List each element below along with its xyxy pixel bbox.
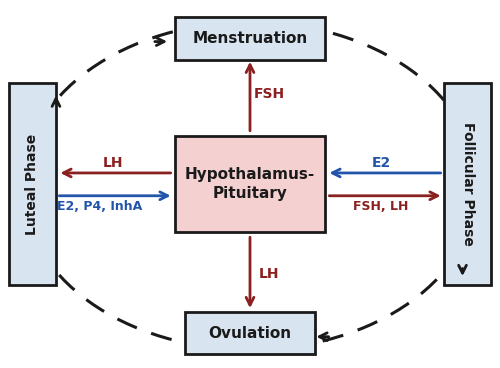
Text: FSH: FSH [254,87,284,101]
Text: LH: LH [102,156,123,170]
Text: E2, P4, InhA: E2, P4, InhA [58,200,142,213]
Text: E2: E2 [372,156,390,170]
Text: FSH, LH: FSH, LH [354,200,408,213]
FancyBboxPatch shape [9,83,56,285]
FancyBboxPatch shape [444,83,491,285]
Text: Ovulation: Ovulation [208,326,292,340]
Text: LH: LH [259,267,279,281]
FancyBboxPatch shape [185,312,315,354]
Text: Luteal Phase: Luteal Phase [26,133,40,235]
Text: Hypothalamus-
Pituitary: Hypothalamus- Pituitary [185,167,315,201]
FancyBboxPatch shape [175,136,325,232]
FancyBboxPatch shape [175,18,325,60]
Text: Follicular Phase: Follicular Phase [460,122,474,246]
Text: Menstruation: Menstruation [192,31,308,46]
